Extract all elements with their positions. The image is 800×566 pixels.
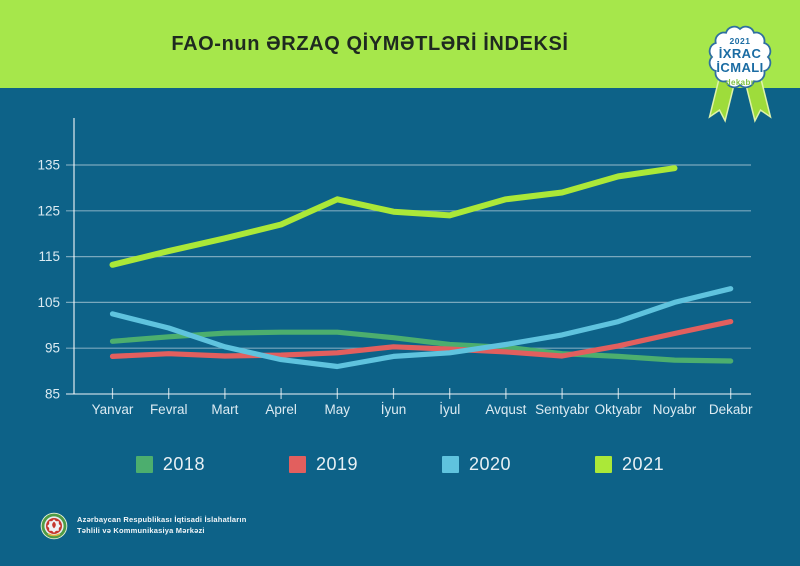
legend-item-2019: 2019 bbox=[288, 453, 358, 475]
y-axis-label-85: 85 bbox=[45, 387, 60, 402]
legend-swatch-2020 bbox=[442, 455, 459, 473]
x-axis-label-Dekabr: Dekabr bbox=[709, 402, 753, 417]
x-axis-label-Avqust: Avqust bbox=[485, 402, 526, 417]
y-axis-label-135: 135 bbox=[37, 158, 60, 173]
series-line-2019 bbox=[109, 319, 734, 359]
legend-label-2021: 2021 bbox=[622, 453, 665, 474]
legend-swatch-2018 bbox=[135, 455, 153, 473]
y-axis-label-95: 95 bbox=[45, 341, 60, 356]
badge-year: 2021 bbox=[730, 36, 751, 46]
org-name: Azərbaycan Respublikası İqtisadi İslahat… bbox=[77, 515, 246, 537]
y-axis-label-105: 105 bbox=[37, 295, 60, 310]
legend-label-2019: 2019 bbox=[315, 453, 358, 474]
legend: 2018 2019 2020 2021 bbox=[0, 448, 800, 480]
header-banner: FAO-nun ƏRZAQ QİYMƏTLƏRİ İNDEKSİ bbox=[0, 0, 800, 88]
legend-item-2020: 2020 bbox=[442, 454, 511, 475]
org-name-line2: Təhlili və Kommunikasiya Mərkəzi bbox=[77, 526, 205, 535]
legend-label-2018: 2018 bbox=[162, 453, 205, 474]
footer: Azərbaycan Respublikası İqtisadi İslahat… bbox=[40, 512, 246, 540]
x-axis-label-İyul: İyul bbox=[439, 402, 460, 417]
report-badge: 2021 İXRAC İCMALI dekabr bbox=[692, 8, 788, 134]
x-axis-label-Aprel: Aprel bbox=[265, 402, 297, 417]
x-axis-label-Fevral: Fevral bbox=[150, 402, 188, 417]
x-axis-label-Noyabr: Noyabr bbox=[653, 402, 697, 417]
page-title: FAO-nun ƏRZAQ QİYMƏTLƏRİ İNDEKSİ bbox=[171, 32, 569, 55]
rosette-shape bbox=[708, 25, 772, 89]
legend-label-2020: 2020 bbox=[469, 453, 512, 474]
y-axis-label-115: 115 bbox=[38, 249, 60, 264]
legend-swatch-2019 bbox=[288, 455, 306, 473]
badge-month: dekabr bbox=[726, 78, 755, 87]
x-axis-label-May: May bbox=[325, 402, 351, 417]
x-axis-label-Sentyabr: Sentyabr bbox=[535, 402, 590, 417]
x-axis-label-İyun: İyun bbox=[381, 402, 407, 417]
x-axis-label-Oktyabr: Oktyabr bbox=[595, 402, 643, 417]
x-axis-label-Mart: Mart bbox=[211, 402, 238, 417]
series-line-2021 bbox=[109, 165, 678, 268]
azerbaijan-emblem-icon bbox=[40, 512, 68, 540]
y-axis-label-125: 125 bbox=[37, 203, 60, 218]
legend-swatch-2021 bbox=[595, 455, 613, 473]
legend-item-2018: 2018 bbox=[135, 453, 205, 475]
legend-item-2021: 2021 bbox=[595, 454, 664, 475]
badge-title-line2: İCMALI bbox=[716, 60, 763, 75]
x-axis-label-Yanvar: Yanvar bbox=[92, 402, 134, 417]
badge-title-line1: İXRAC bbox=[719, 46, 762, 61]
series-line-2018 bbox=[109, 329, 734, 364]
org-name-line1: Azərbaycan Respublikası İqtisadi İslahat… bbox=[77, 515, 247, 525]
series-line-2020 bbox=[109, 286, 734, 370]
